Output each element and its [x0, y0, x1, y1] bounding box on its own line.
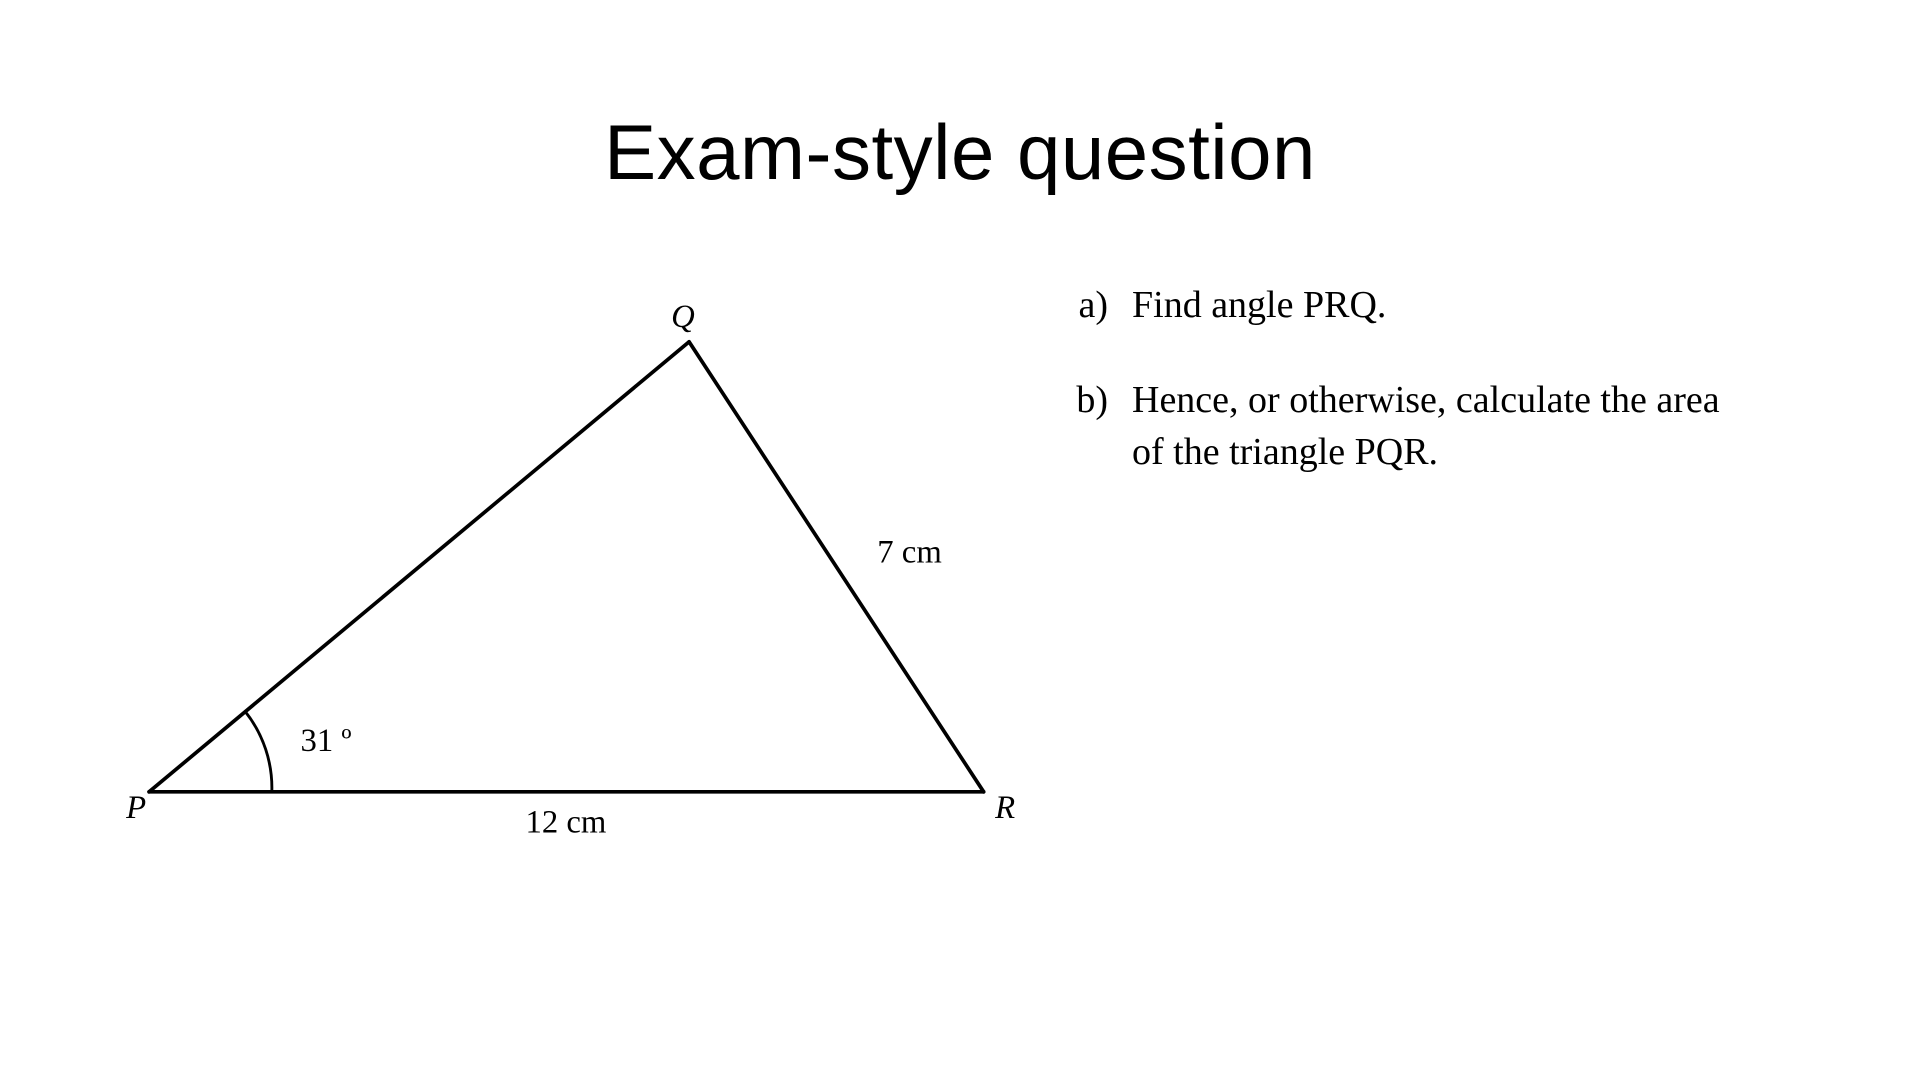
page: Exam-style question P Q R 12 cm 7 cm 31 … — [0, 0, 1920, 1080]
angle-p-arc — [245, 712, 272, 792]
side-label-qr: 7 cm — [877, 535, 942, 571]
question-a-label: a) — [1060, 280, 1108, 331]
page-title: Exam-style question — [0, 107, 1920, 198]
vertex-label-q: Q — [671, 299, 695, 335]
question-b-text: Hence, or otherwise, calculate the area … — [1132, 375, 1760, 478]
vertex-label-p: P — [125, 790, 146, 826]
question-b: b) Hence, or otherwise, calculate the ar… — [1060, 375, 1760, 478]
angle-p-label: 31 º — [300, 723, 351, 759]
question-list: a) Find angle PRQ. b) Hence, or otherwis… — [1060, 280, 1760, 522]
triangle-diagram: P Q R 12 cm 7 cm 31 º — [100, 250, 1000, 900]
triangle-svg: P Q R 12 cm 7 cm 31 º — [100, 250, 1000, 900]
vertex-label-r: R — [994, 790, 1015, 826]
side-label-pr: 12 cm — [525, 805, 606, 841]
question-a: a) Find angle PRQ. — [1060, 280, 1760, 331]
question-a-text: Find angle PRQ. — [1132, 280, 1386, 331]
question-b-label: b) — [1060, 375, 1108, 478]
side-pq — [149, 342, 689, 792]
